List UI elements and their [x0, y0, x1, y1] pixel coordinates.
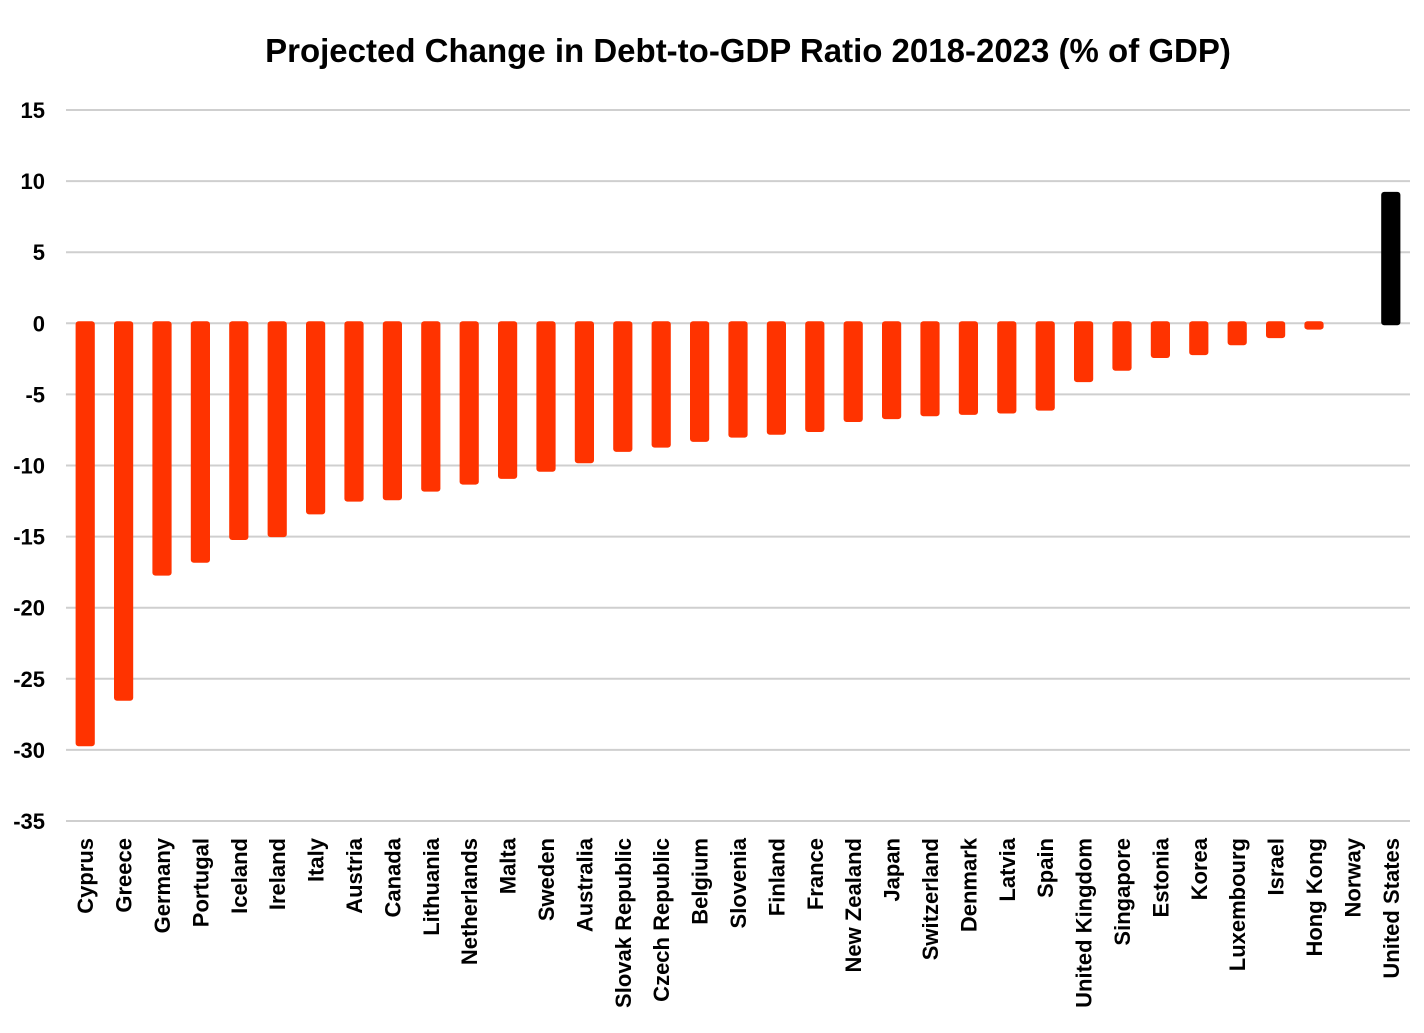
bars — [75, 191, 1401, 747]
y-axis-ticks: 15 10 5 0 -5 -10 -15 -20 -25 -30 -35 — [13, 98, 45, 834]
x-tick-label: Estonia — [1148, 837, 1173, 917]
y-tick-label: 5 — [33, 240, 45, 265]
x-tick-label: Slovenia — [726, 837, 751, 928]
bar-germany — [152, 321, 172, 576]
bar-finland — [766, 321, 786, 435]
bar-new-zealand — [843, 321, 863, 422]
x-tick-label: Denmark — [956, 837, 981, 932]
x-tick-label: Singapore — [1110, 838, 1135, 946]
bar-canada — [382, 321, 402, 501]
bar-israel — [1266, 321, 1286, 339]
x-tick-label: France — [803, 838, 828, 910]
bar-italy — [306, 321, 326, 515]
x-tick-label: Canada — [380, 837, 405, 917]
bar-united-states — [1381, 191, 1401, 326]
x-tick-label: Finland — [764, 838, 789, 916]
bar-portugal — [190, 321, 210, 563]
chart-title: Projected Change in Debt-to-GDP Ratio 20… — [265, 32, 1231, 69]
bar-korea — [1189, 321, 1209, 356]
bar-latvia — [997, 321, 1017, 414]
bar-czech-republic — [651, 321, 671, 448]
bar-slovak-republic — [613, 321, 633, 452]
x-tick-label: Hong Kong — [1302, 838, 1327, 957]
bar-greece — [114, 321, 134, 701]
y-tick-label: 15 — [21, 98, 45, 123]
y-tick-label: -25 — [13, 667, 45, 692]
x-tick-label: New Zealand — [841, 838, 866, 972]
x-tick-label: Latvia — [995, 837, 1020, 901]
x-tick-label: Korea — [1187, 837, 1212, 900]
x-tick-label: Malta — [496, 837, 521, 894]
y-tick-label: -30 — [13, 738, 45, 763]
x-tick-label: Switzerland — [918, 838, 943, 960]
x-tick-label: United States — [1379, 838, 1404, 979]
x-tick-label: Germany — [150, 837, 175, 933]
y-tick-label: 0 — [33, 311, 45, 336]
bar-ireland — [267, 321, 287, 538]
y-tick-label: -15 — [13, 525, 45, 550]
bar-belgium — [690, 321, 710, 442]
y-tick-label: 10 — [21, 169, 45, 194]
y-tick-label: -20 — [13, 596, 45, 621]
x-tick-label: Luxembourg — [1225, 838, 1250, 971]
bar-france — [805, 321, 825, 432]
x-tick-label: Greece — [112, 838, 137, 913]
bar-denmark — [958, 321, 978, 415]
y-tick-label: -5 — [25, 382, 45, 407]
x-tick-label: Japan — [880, 838, 905, 902]
x-tick-label: Norway — [1340, 837, 1365, 917]
x-axis-labels: Cyprus Greece Germany Portugal Iceland Irelan… — [73, 837, 1404, 1008]
x-tick-label: Sweden — [534, 838, 559, 921]
x-tick-label: Ireland — [265, 838, 290, 910]
x-tick-label: Spain — [1033, 838, 1058, 898]
x-tick-label: Israel — [1264, 838, 1289, 896]
x-tick-label: Italy — [304, 837, 329, 882]
bar-luxembourg — [1227, 321, 1247, 346]
bar-singapore — [1112, 321, 1132, 371]
bar-cyprus — [75, 321, 95, 747]
y-tick-label: -10 — [13, 454, 45, 479]
x-tick-label: Australia — [572, 837, 597, 932]
x-tick-label: Netherlands — [457, 838, 482, 965]
x-tick-label: Belgium — [688, 838, 713, 925]
bar-netherlands — [459, 321, 479, 485]
bar-slovenia — [728, 321, 748, 438]
bar-japan — [882, 321, 902, 420]
x-tick-label: Czech Republic — [649, 838, 674, 1002]
x-tick-label: Lithuania — [419, 837, 444, 936]
x-tick-label: Cyprus — [73, 838, 98, 914]
x-tick-label: United Kingdom — [1072, 838, 1097, 1008]
bar-united-kingdom — [1074, 321, 1094, 383]
x-tick-label: Iceland — [227, 838, 252, 914]
bar-switzerland — [920, 321, 940, 417]
x-tick-label: Austria — [342, 837, 367, 914]
x-tick-label: Slovak Republic — [611, 838, 636, 1008]
bar-spain — [1035, 321, 1055, 411]
bar-estonia — [1150, 321, 1170, 359]
bar-iceland — [229, 321, 249, 541]
bar-lithuania — [421, 321, 441, 492]
bar-sweden — [536, 321, 556, 472]
bar-hong-kong — [1304, 321, 1324, 330]
bar-malta — [498, 321, 518, 479]
bar-austria — [344, 321, 364, 502]
bar-australia — [574, 321, 594, 464]
y-tick-label: -35 — [13, 809, 45, 834]
x-tick-label: Portugal — [188, 838, 213, 927]
